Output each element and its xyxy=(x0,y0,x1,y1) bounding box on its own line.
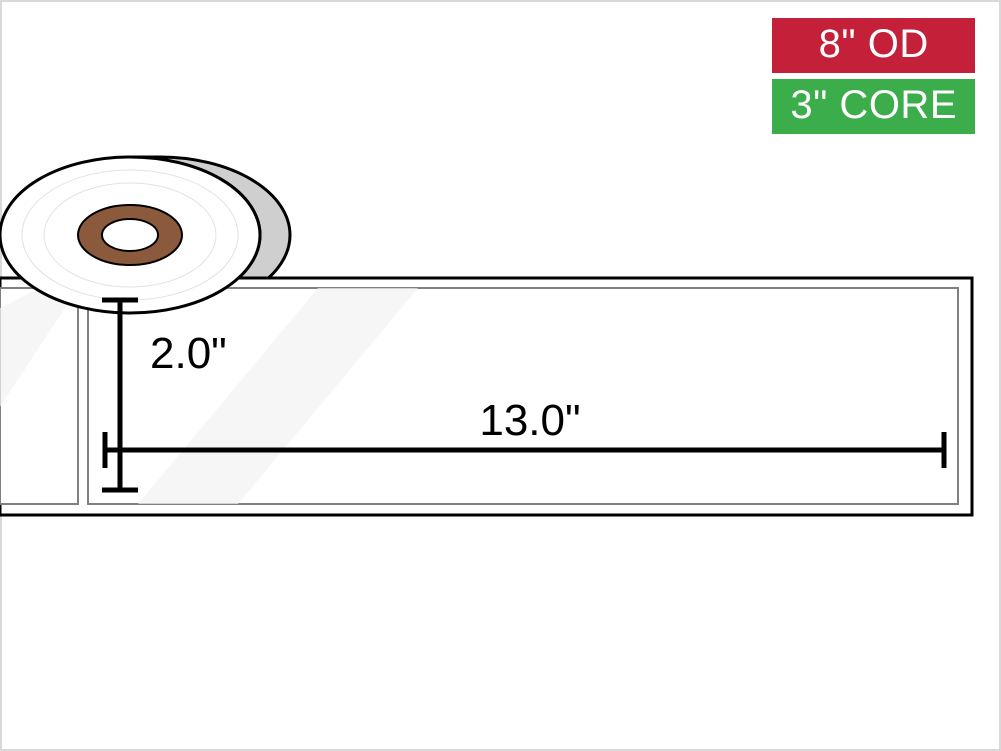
core-badge: 3" CORE xyxy=(772,79,975,134)
badge-group: 8" OD 3" CORE xyxy=(772,18,975,134)
width-dimension: 13.0" xyxy=(479,396,580,445)
label-roll-diagram: 2.0" 13.0" xyxy=(0,150,1001,580)
height-dimension: 2.0" xyxy=(150,329,227,378)
od-badge: 8" OD xyxy=(772,18,975,73)
